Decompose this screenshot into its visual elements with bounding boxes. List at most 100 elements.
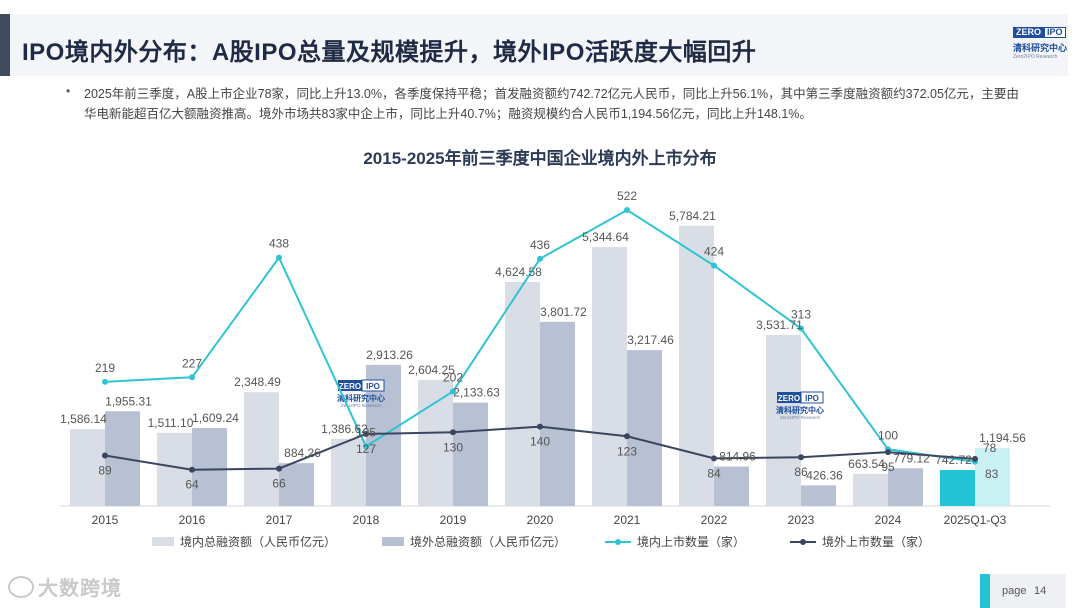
label-overseas-count-2017: 66	[272, 477, 286, 491]
label-domestic-count-2023: 313	[791, 308, 811, 322]
label-overseas-2015: 1,955.31	[105, 394, 152, 408]
x-tick-2017: 2017	[266, 513, 293, 527]
bar-domestic-2019	[418, 379, 453, 506]
bar-domestic-2025Q1-Q3	[940, 470, 975, 506]
bar-overseas-2020	[540, 321, 575, 506]
chart-watermark-zero-0: ZERO	[339, 382, 361, 391]
bar-domestic-2022	[679, 225, 714, 506]
line-overseas-count-point-2016	[189, 466, 195, 473]
label-domestic-count-2015: 219	[95, 361, 115, 375]
label-domestic-2016: 1,511.10	[148, 416, 194, 430]
bar-overseas-2019	[453, 402, 488, 506]
bar-overseas-2021	[627, 350, 662, 506]
bar-overseas-2025Q1-Q3	[975, 448, 1010, 506]
chart-watermark-zero-box-0	[338, 380, 362, 391]
bar-domestic-2021	[592, 247, 627, 506]
label-domestic-2021: 5,344.64	[582, 230, 629, 244]
chart-watermark-ipo-1: IPO	[805, 394, 819, 403]
label-overseas-count-2019: 130	[443, 440, 463, 454]
label-domestic-2025Q1-Q3: 742.72	[935, 453, 972, 467]
line-domestic-count-point-2020	[537, 255, 543, 262]
line-domestic-count-point-2016	[189, 374, 195, 381]
page-number: 14	[1034, 585, 1047, 597]
legend-domestic-count-label: 境内上市数量（家）	[637, 534, 745, 549]
label-overseas-2023: 426.36	[806, 468, 843, 482]
line-domestic-count-point-2018	[363, 443, 369, 450]
line-domestic-count-point-2015	[102, 378, 108, 385]
x-tick-2020: 2020	[527, 513, 554, 527]
line-overseas-count-point-2023	[798, 454, 804, 461]
x-tick-2023: 2023	[788, 513, 815, 527]
logo-cn: 清科研究中心	[1013, 43, 1068, 53]
x-tick-2019: 2019	[440, 513, 467, 527]
label-overseas-count-2021: 123	[617, 444, 637, 458]
label-overseas-count-2023: 86	[794, 465, 808, 479]
chart-watermark-ipo-0: IPO	[366, 382, 380, 391]
line-overseas-count-point-2024	[885, 449, 891, 456]
legend-overseas-count-marker	[800, 539, 806, 545]
label-overseas-2021: 3,217.46	[627, 333, 674, 347]
label-domestic-count-2024: 100	[878, 428, 898, 442]
chart-watermark-cn-1: 清科研究中心	[776, 405, 824, 415]
bar-overseas-2024	[888, 468, 923, 506]
label-overseas-2019: 2,133.63	[453, 386, 500, 400]
label-overseas-count-2024: 95	[881, 460, 895, 474]
x-tick-2024: 2024	[875, 513, 902, 527]
line-domestic-count-point-2021	[624, 207, 630, 213]
x-tick-2015: 2015	[92, 513, 119, 527]
logo-en: Zero2IPO Research	[1013, 54, 1058, 60]
chart-watermark-ipo-box-1	[800, 391, 824, 404]
watermark: 大数跨境	[8, 572, 122, 601]
watermark-icon	[8, 576, 34, 598]
x-tick-2018: 2018	[353, 513, 380, 527]
page-label: page	[1002, 585, 1027, 597]
label-overseas-2018: 2,913.26	[366, 348, 413, 362]
label-overseas-count-2018: 127	[356, 442, 376, 456]
logo-ipo: IPO	[1044, 27, 1066, 38]
label-domestic-2017: 2,348.49	[234, 375, 281, 389]
header-band	[10, 14, 1068, 76]
line-overseas-count-point-2018	[363, 430, 369, 437]
line-overseas-count-point-2025Q1-Q3	[972, 455, 978, 462]
legend-overseas-amount-swatch	[382, 537, 404, 546]
logo-zero: ZERO	[1013, 27, 1045, 38]
label-domestic-count-2025Q1-Q3: 78	[983, 441, 997, 455]
line-overseas-count-point-2017	[276, 465, 282, 472]
summary-text: 2025年前三季度，A股上市企业78家，同比上升13.0%，各季度保持平稳；首发…	[84, 87, 1019, 121]
chart-watermark-zero-box-1	[777, 392, 801, 403]
label-domestic-count-2019: 202	[443, 370, 463, 384]
page-indicator	[980, 574, 1066, 608]
label-domestic-count-2018: 105	[356, 425, 376, 439]
label-overseas-2024: 779.12	[893, 451, 930, 465]
page-title: IPO境内外分布：A股IPO总量及规模提升，境外IPO活跃度大幅回升	[22, 39, 757, 66]
line-overseas-count-point-2020	[537, 423, 543, 430]
line-overseas-count-point-2022	[711, 455, 717, 462]
bar-domestic-2020	[505, 281, 540, 506]
legend-overseas-count-label: 境外上市数量（家）	[822, 534, 930, 549]
label-domestic-count-2020: 436	[530, 238, 550, 252]
bar-domestic-2017	[244, 392, 279, 506]
bar-overseas-2017	[279, 463, 314, 506]
line-overseas-count-point-2021	[624, 433, 630, 440]
line-overseas-count-point-2019	[450, 429, 456, 436]
chart-watermark-en-1: Zero2IPO Research	[780, 415, 821, 420]
watermark-text: 大数跨境	[38, 578, 122, 600]
label-domestic-2015: 1,586.14	[60, 412, 107, 426]
label-domestic-2020: 4,624.58	[495, 265, 542, 279]
label-overseas-count-2022: 84	[707, 466, 721, 480]
legend-domestic-count-marker	[615, 539, 621, 545]
x-tick-2022: 2022	[701, 513, 728, 527]
bar-domestic-2015	[70, 429, 105, 506]
line-domestic-count-point-2023	[798, 325, 804, 332]
bullet-dot: •	[66, 84, 71, 98]
line-overseas-count-point-2015	[102, 452, 108, 459]
label-overseas-2016: 1,609.24	[192, 411, 239, 425]
chart-watermark-cn-0: 清科研究中心	[337, 393, 385, 403]
label-overseas-2022: 814.96	[719, 450, 756, 464]
bar-domestic-2024	[853, 473, 888, 506]
label-domestic-2018: 1,386.62	[321, 422, 368, 436]
bar-overseas-2022	[714, 466, 749, 506]
label-overseas-2025Q1-Q3: 1,194.56	[979, 431, 1026, 445]
chart-title: 2015-2025年前三季度中国企业境内外上市分布	[363, 149, 717, 168]
label-overseas-2017: 884.26	[284, 446, 321, 460]
